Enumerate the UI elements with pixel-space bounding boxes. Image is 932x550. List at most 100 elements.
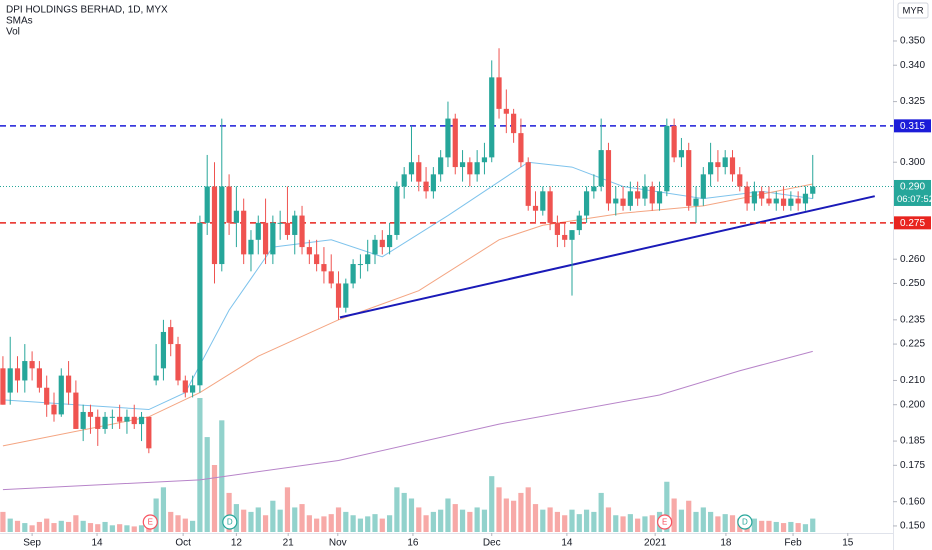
candle-body — [729, 157, 736, 175]
currency[interactable]: MYR — [902, 6, 923, 17]
candle-body — [408, 162, 415, 175]
volume-bar — [569, 509, 575, 532]
candle-body — [58, 375, 64, 415]
volume-bar — [605, 507, 612, 532]
candle-body — [146, 416, 152, 449]
volume-bar — [95, 524, 101, 532]
candle-body — [7, 368, 13, 393]
candle-body — [576, 215, 582, 231]
candle-body — [255, 222, 261, 240]
candle-body — [109, 416, 115, 418]
volume-bar — [80, 520, 86, 532]
candle-body — [751, 191, 757, 204]
volume-bar — [525, 487, 531, 532]
volume-bar — [715, 516, 721, 532]
candle-body — [386, 234, 393, 248]
volume-bar — [211, 465, 218, 532]
candle-body — [211, 186, 218, 265]
volume-bar — [87, 523, 94, 532]
volume-bar — [175, 515, 181, 532]
volume-bar — [394, 487, 400, 532]
y-tick-label: 0.150 — [900, 521, 925, 532]
volume-bar — [277, 509, 283, 532]
volume-bar — [306, 515, 312, 532]
volume-bar — [131, 526, 137, 532]
volume-bar — [751, 518, 757, 532]
candle-body — [759, 191, 765, 199]
candle-body — [583, 191, 590, 216]
candle-body — [452, 118, 458, 168]
currency-box[interactable] — [897, 2, 929, 19]
candle-body — [503, 108, 509, 114]
volume-bar — [722, 514, 728, 532]
volume-bar — [168, 511, 174, 532]
countdown-label: 06:07:52 — [897, 194, 932, 205]
y-tick-label: 0.210 — [900, 375, 925, 386]
volume-bar — [613, 515, 619, 532]
y-tick-label: 0.340 — [900, 60, 925, 71]
volume-bar — [445, 498, 451, 532]
candle-body — [190, 385, 196, 393]
candle-body — [343, 283, 349, 308]
last-price-bg — [894, 179, 931, 206]
volume-bar — [22, 523, 28, 532]
sma-line — [2, 350, 813, 491]
volume-bar — [532, 504, 539, 532]
x-tick-label: 16 — [407, 538, 419, 549]
volume-bar — [36, 521, 42, 532]
candle-body — [810, 186, 816, 194]
sma-line — [2, 183, 813, 447]
level-label: 0.315 — [900, 121, 925, 132]
candle-body — [262, 222, 269, 255]
candle-body — [416, 162, 422, 182]
candle-body — [394, 186, 400, 235]
last-price-label: 0.290 — [900, 182, 925, 193]
volume-bar — [547, 507, 553, 532]
candle-body — [248, 239, 254, 255]
candle-body — [474, 162, 480, 175]
candle-body — [737, 174, 743, 187]
candle-body — [306, 247, 312, 255]
volume-bar — [0, 511, 6, 532]
candle-body — [204, 186, 210, 223]
volume-bar — [379, 518, 385, 532]
y-tick-label: 0.175 — [900, 460, 925, 471]
level-label-bg — [894, 119, 931, 133]
volume-bar — [29, 525, 35, 532]
volume-bar — [759, 520, 765, 532]
candle-body — [642, 186, 648, 199]
volume-bar — [518, 492, 524, 532]
candle-body — [233, 210, 239, 223]
candle-body — [496, 77, 502, 109]
candle-body — [518, 133, 524, 163]
candle-body — [715, 162, 721, 168]
volume-bar — [299, 504, 305, 532]
candle-body — [511, 113, 517, 134]
volume-bar — [226, 492, 232, 532]
candle-body — [649, 186, 655, 204]
event-label: E — [662, 518, 667, 527]
volume-bar — [423, 515, 429, 532]
level-label-bg — [894, 216, 931, 230]
candle-body — [80, 411, 86, 429]
candle-body — [357, 264, 364, 266]
trendline — [339, 195, 875, 319]
candle-body — [664, 125, 670, 192]
indicator-label: Vol — [6, 27, 20, 38]
volume-bar — [321, 516, 327, 532]
volume-bar — [686, 500, 692, 532]
candle-body — [365, 254, 371, 265]
volume-bar — [350, 515, 356, 532]
x-tick-label: 18 — [720, 538, 732, 549]
volume-bar — [459, 509, 466, 532]
event-marker — [737, 514, 753, 530]
volume-bar — [780, 523, 787, 532]
volume-bar — [540, 509, 546, 532]
candle-body — [22, 361, 28, 381]
volume-bar — [248, 511, 254, 532]
volume-bar — [664, 481, 670, 532]
candle-body — [635, 191, 641, 199]
event-marker — [142, 514, 158, 530]
candle-body — [525, 162, 531, 206]
candle-body — [102, 416, 108, 429]
